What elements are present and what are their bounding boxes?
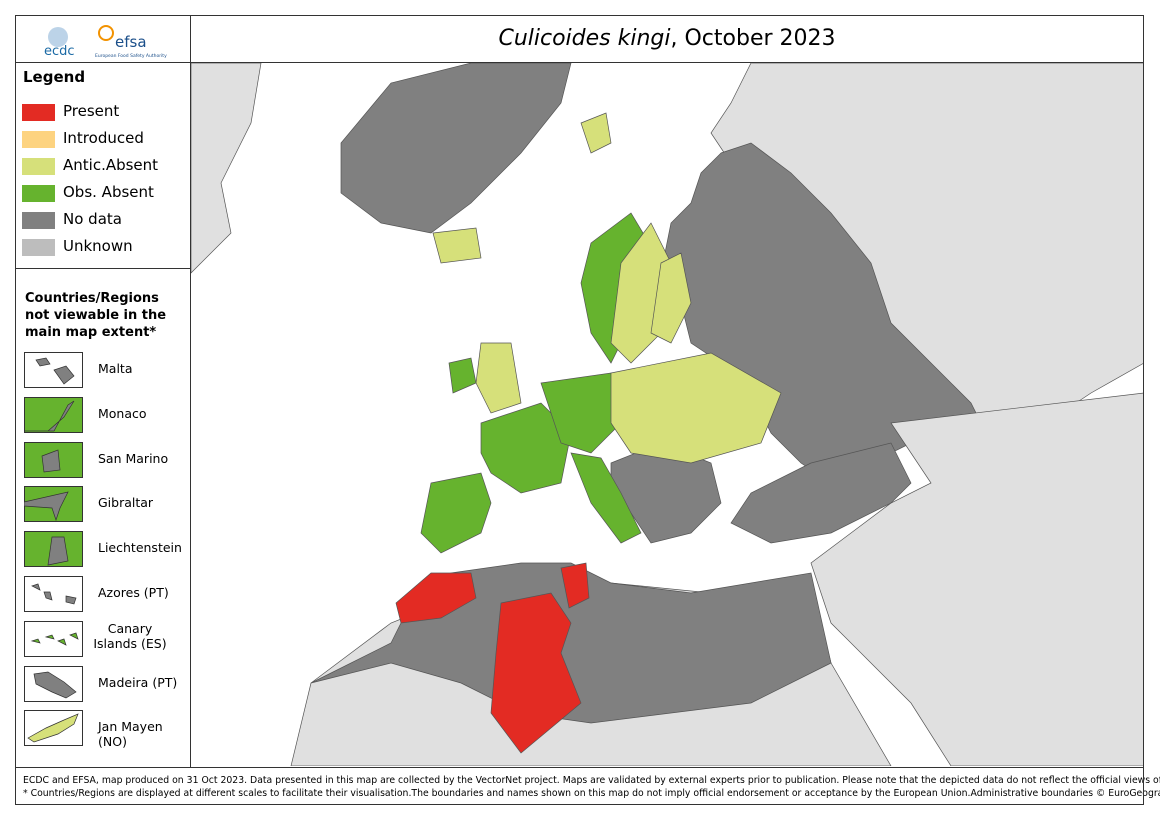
legend-swatch bbox=[22, 212, 55, 229]
inset-map bbox=[24, 576, 83, 612]
finland bbox=[650, 252, 692, 344]
middle-east bbox=[810, 392, 1144, 766]
footer-line: * Countries/Regions are displayed at dif… bbox=[23, 788, 1160, 799]
inset-label: Azores (PT) bbox=[98, 585, 169, 600]
insets-title: Countries/Regions not viewable in the ma… bbox=[25, 291, 167, 340]
ecdc-globe bbox=[48, 27, 68, 47]
inset-map bbox=[24, 486, 83, 523]
legend-label: Obs. Absent bbox=[63, 183, 154, 201]
turkey bbox=[730, 442, 912, 544]
inset-shape bbox=[35, 357, 75, 385]
efsa-logo: efsa bbox=[115, 33, 147, 51]
inset-label: Jan Mayen (NO) bbox=[98, 719, 163, 750]
inset-label: Canary Islands (ES) bbox=[93, 620, 167, 651]
greenland bbox=[340, 63, 572, 234]
inset-label: Gibraltar bbox=[98, 495, 154, 511]
inset-label: San Marino bbox=[98, 450, 169, 466]
inset-label: Monaco bbox=[98, 405, 147, 421]
inset-shape bbox=[41, 449, 61, 472]
iberia bbox=[420, 472, 492, 554]
inset-map bbox=[24, 531, 83, 568]
eastern-europe bbox=[610, 352, 782, 464]
legend-label: Introduced bbox=[63, 129, 144, 147]
divider bbox=[15, 268, 190, 269]
inset-shape bbox=[33, 671, 77, 698]
title-date: , October 2023 bbox=[670, 26, 836, 51]
legend-swatch bbox=[22, 158, 55, 175]
side-panel: Legend Present Introduced Antic.Absent Obs.… bbox=[15, 62, 191, 767]
frame bbox=[15, 15, 1144, 805]
north-america bbox=[191, 63, 262, 274]
inset-shape bbox=[31, 583, 77, 605]
inset-map bbox=[24, 352, 83, 388]
inset-shape bbox=[24, 400, 75, 432]
iceland bbox=[432, 227, 482, 264]
legend-swatch bbox=[22, 185, 55, 202]
efsa-subtitle: European Food Safety Authority bbox=[95, 53, 167, 59]
great-britain bbox=[475, 342, 522, 414]
france bbox=[480, 402, 572, 494]
logo-graphics: ecdc efsa European Food Safety Authority bbox=[44, 25, 167, 59]
present-morocco bbox=[395, 572, 477, 624]
ecdc-logo: ecdc bbox=[44, 44, 75, 59]
inset-shape bbox=[47, 536, 69, 566]
italy bbox=[570, 452, 642, 544]
logos: ecdc efsa European Food Safety Authority bbox=[15, 15, 191, 62]
inset-frame bbox=[24, 352, 83, 388]
legend-label: Unknown bbox=[63, 237, 133, 255]
inset-label: Madeira (PT) bbox=[98, 674, 178, 690]
efsa-mark bbox=[98, 25, 114, 41]
legend-swatch bbox=[22, 131, 55, 148]
legend-swatch bbox=[22, 239, 55, 256]
inset-shape bbox=[24, 491, 69, 522]
inset-map bbox=[24, 620, 83, 657]
inset-map bbox=[24, 665, 83, 702]
inset-map bbox=[24, 441, 83, 478]
title-species: Culicoides kingi bbox=[498, 26, 671, 51]
legend-swatch bbox=[22, 104, 55, 121]
footer: ECDC and EFSA, map produced on 31 Oct 20… bbox=[15, 767, 1160, 805]
footer-line: ECDC and EFSA, map produced on 31 Oct 20… bbox=[23, 775, 1160, 786]
legend-label: Present bbox=[63, 102, 120, 120]
map-title: Culicoides kingi, October 2023 bbox=[190, 15, 1144, 62]
germany bbox=[540, 372, 622, 454]
inset-frame bbox=[24, 576, 83, 612]
inset-map bbox=[24, 396, 83, 433]
legend-title: Legend bbox=[23, 68, 86, 86]
present-tunisia bbox=[560, 562, 590, 609]
present-algeria bbox=[490, 592, 582, 754]
legend-label: Antic.Absent bbox=[63, 156, 159, 174]
inset-shape bbox=[27, 713, 79, 743]
inset-map bbox=[24, 710, 83, 747]
inset-shape bbox=[30, 632, 79, 646]
ireland bbox=[448, 357, 477, 394]
legend-label: No data bbox=[63, 210, 122, 228]
map bbox=[191, 63, 1144, 766]
inset-label: Malta bbox=[98, 361, 133, 376]
inset-label: Liechtenstein bbox=[98, 540, 182, 556]
svalbard bbox=[580, 112, 612, 154]
